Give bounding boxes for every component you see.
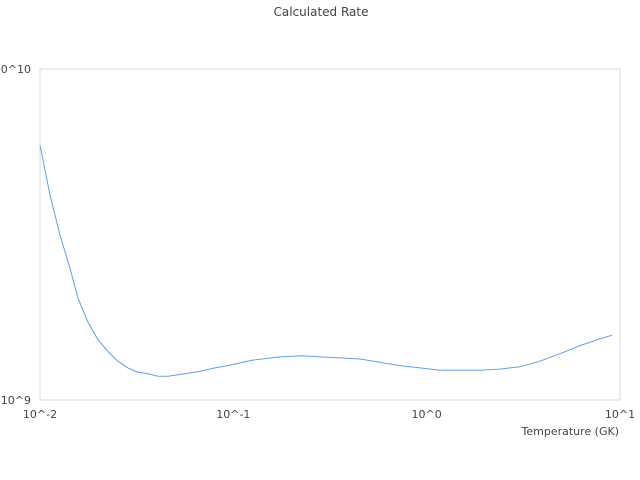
x-tick-label: 10^-2 — [23, 408, 57, 421]
y-tick-label: 10^9 — [1, 394, 31, 407]
chart-title: Calculated Rate — [274, 5, 369, 19]
x-axis-label: Temperature (GK) — [521, 425, 620, 438]
x-tick-label: 10^0 — [412, 408, 442, 421]
x-tick-label: 10^1 — [605, 408, 635, 421]
x-tick-label: 10^-1 — [216, 408, 250, 421]
y-tick-label: 10^10 — [0, 63, 31, 76]
plot-area-frame — [39, 68, 621, 401]
series-line — [39, 145, 613, 377]
